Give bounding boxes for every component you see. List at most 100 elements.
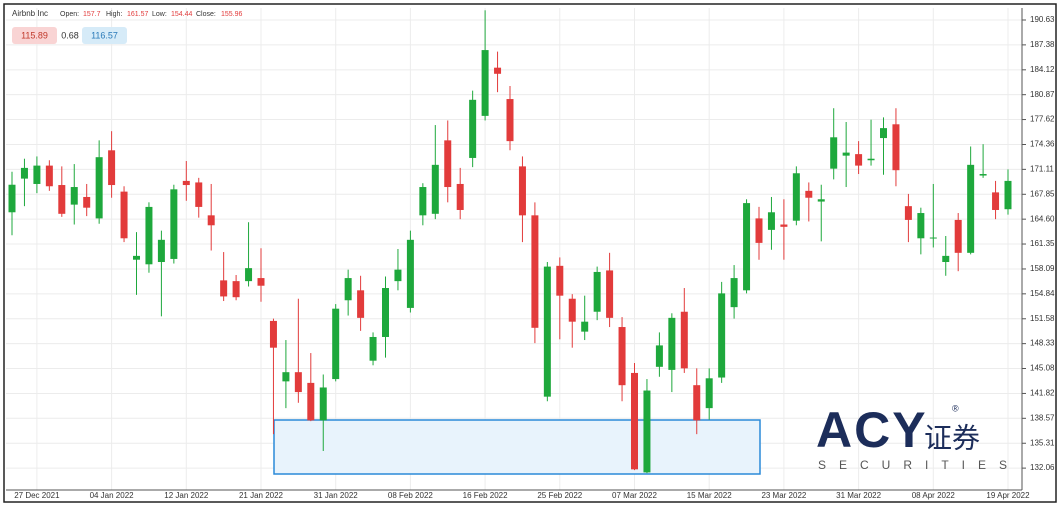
candle-body [655,345,663,367]
y-tick-label: 174.36 [1030,140,1055,149]
candle-body [543,266,551,397]
candle-body [792,173,800,221]
candle-body [431,164,439,214]
candle-body [892,124,900,171]
candle-body [469,99,477,158]
candle-body [220,280,228,297]
x-tick-label: 08 Feb 2022 [388,491,433,500]
candle-body [157,239,165,263]
candle-body [904,206,912,220]
candle-body [805,190,813,198]
candle-body [880,128,887,139]
x-tick-label: 16 Feb 2022 [463,491,508,500]
field-label: Low: [152,11,167,18]
candle-body [170,189,178,259]
candle-body [145,206,153,265]
candle-body [942,255,950,263]
candle-body [531,215,539,328]
candle-body [83,196,91,208]
y-tick-label: 154.84 [1030,289,1055,298]
candle-body [954,219,962,253]
candle-body [20,167,28,179]
candle-body [631,372,638,470]
candle-body [382,288,389,337]
watermark-chinese: 证券 [924,422,980,453]
bid-badge [12,27,57,44]
candle-body [195,182,203,207]
y-tick-label: 164.60 [1030,214,1055,223]
candle-body [705,378,713,409]
y-tick-label: 187.38 [1030,40,1055,49]
candle-body [8,184,16,213]
y-tick-label: 148.33 [1030,339,1055,348]
candle-body [232,281,240,298]
candle-body [33,165,41,184]
candle-body [95,157,103,219]
y-tick-label: 135.31 [1030,438,1055,447]
candle-body [568,298,576,322]
candle-body [133,255,140,260]
candle-body [643,390,651,473]
candle-body [743,203,751,291]
y-tick-label: 141.82 [1030,389,1055,398]
candle-body [369,336,377,361]
y-tick-label: 158.09 [1030,264,1055,273]
candle-body [319,387,327,421]
candle-body [182,180,190,186]
candle-body [269,320,277,348]
y-tick-label: 177.62 [1030,115,1055,124]
x-tick-label: 07 Mar 2022 [612,491,657,500]
candle-body [108,150,116,186]
candle-body [929,237,937,239]
candle-body [593,271,601,312]
candle-body [282,372,290,382]
candle-body [444,140,452,188]
candle-body [780,224,788,227]
x-tick-label: 31 Jan 2022 [314,491,359,500]
candle-body [494,67,502,74]
candle-body [207,215,215,226]
ask-price: 116.57 [91,30,118,40]
candle-body [855,154,863,166]
candle-body [332,308,340,380]
candle-body [357,290,365,318]
candle-body [406,239,414,308]
x-tick-label: 31 Mar 2022 [836,491,881,500]
y-tick-label: 184.12 [1030,65,1055,74]
x-tick-label: 23 Mar 2022 [761,491,806,500]
candle-body [767,212,775,230]
candle-body [45,165,53,187]
candle-body [693,385,701,421]
x-tick-label: 27 Dec 2021 [14,491,60,500]
y-tick-label: 138.57 [1030,413,1055,422]
candle-body [456,183,464,210]
candle-body [344,278,352,301]
candle-body [842,152,850,156]
candle-body [419,187,427,216]
candle-body [917,213,925,239]
ask-badge [82,27,127,44]
candle-body [618,327,626,386]
y-tick-label: 132.06 [1030,463,1055,472]
candle-body [70,187,78,205]
field-label: Open: [60,11,79,18]
x-tick-label: 25 Feb 2022 [537,491,582,500]
watermark-registered: ® [952,403,959,413]
field-label: Close: [196,11,216,18]
candle-body [817,199,825,202]
highlight-zone [273,419,761,475]
spread: 0.68 [61,30,79,40]
candle-body [58,185,66,214]
candle-body [1004,180,1012,210]
y-tick-label: 151.58 [1030,314,1055,323]
field-value: 157.7 [83,11,101,18]
x-tick-label: 08 Apr 2022 [912,491,956,500]
candle-body [294,372,302,393]
candle-body [755,218,763,243]
watermark-tagline: SECURITIES [818,458,1020,472]
candle-body [718,293,726,378]
candle-body [307,382,315,421]
candle-body [120,191,128,239]
candle-body [606,270,614,318]
candle-body [518,166,526,216]
